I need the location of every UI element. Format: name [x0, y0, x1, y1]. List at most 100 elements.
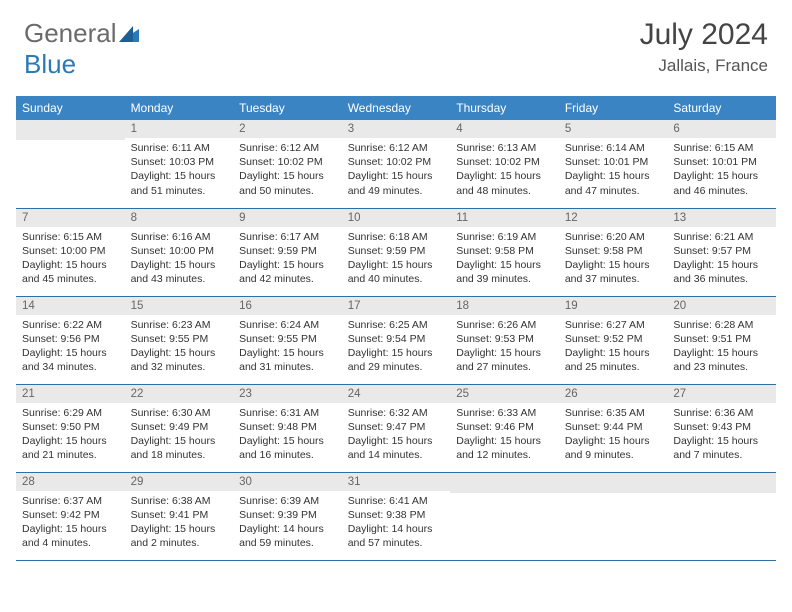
calendar-row: 14Sunrise: 6:22 AMSunset: 9:56 PMDayligh… — [16, 296, 776, 384]
day-number: 6 — [667, 120, 776, 138]
day-number: 11 — [450, 209, 559, 227]
day-number: 13 — [667, 209, 776, 227]
calendar-cell: 5Sunrise: 6:14 AMSunset: 10:01 PMDayligh… — [559, 120, 668, 208]
calendar-cell: 8Sunrise: 6:16 AMSunset: 10:00 PMDayligh… — [125, 208, 234, 296]
day-info: Sunrise: 6:39 AMSunset: 9:39 PMDaylight:… — [233, 491, 342, 555]
day-number: 27 — [667, 385, 776, 403]
calendar-cell: 21Sunrise: 6:29 AMSunset: 9:50 PMDayligh… — [16, 384, 125, 472]
day-number: 28 — [16, 473, 125, 491]
calendar-table: SundayMondayTuesdayWednesdayThursdayFrid… — [16, 96, 776, 561]
weekday-header: Thursday — [450, 96, 559, 120]
calendar-row: 21Sunrise: 6:29 AMSunset: 9:50 PMDayligh… — [16, 384, 776, 472]
calendar-cell: 14Sunrise: 6:22 AMSunset: 9:56 PMDayligh… — [16, 296, 125, 384]
calendar-cell: 29Sunrise: 6:38 AMSunset: 9:41 PMDayligh… — [125, 472, 234, 560]
calendar-cell: 4Sunrise: 6:13 AMSunset: 10:02 PMDayligh… — [450, 120, 559, 208]
calendar-cell: 24Sunrise: 6:32 AMSunset: 9:47 PMDayligh… — [342, 384, 451, 472]
calendar-cell: 17Sunrise: 6:25 AMSunset: 9:54 PMDayligh… — [342, 296, 451, 384]
day-number: 20 — [667, 297, 776, 315]
day-number: 29 — [125, 473, 234, 491]
weekday-header: Monday — [125, 96, 234, 120]
calendar-row: 28Sunrise: 6:37 AMSunset: 9:42 PMDayligh… — [16, 472, 776, 560]
day-info: Sunrise: 6:23 AMSunset: 9:55 PMDaylight:… — [125, 315, 234, 379]
day-info: Sunrise: 6:13 AMSunset: 10:02 PMDaylight… — [450, 138, 559, 202]
day-number: 16 — [233, 297, 342, 315]
day-number: 4 — [450, 120, 559, 138]
weekday-header: Sunday — [16, 96, 125, 120]
day-number: 14 — [16, 297, 125, 315]
day-number-blank — [559, 473, 668, 493]
day-number: 19 — [559, 297, 668, 315]
weekday-header: Tuesday — [233, 96, 342, 120]
day-number-blank — [450, 473, 559, 493]
calendar-cell — [667, 472, 776, 560]
day-number: 3 — [342, 120, 451, 138]
weekday-header: Wednesday — [342, 96, 451, 120]
day-info: Sunrise: 6:11 AMSunset: 10:03 PMDaylight… — [125, 138, 234, 202]
day-number: 21 — [16, 385, 125, 403]
day-number-blank — [16, 120, 125, 140]
calendar-cell: 6Sunrise: 6:15 AMSunset: 10:01 PMDayligh… — [667, 120, 776, 208]
day-info: Sunrise: 6:26 AMSunset: 9:53 PMDaylight:… — [450, 315, 559, 379]
calendar-cell: 23Sunrise: 6:31 AMSunset: 9:48 PMDayligh… — [233, 384, 342, 472]
day-info: Sunrise: 6:28 AMSunset: 9:51 PMDaylight:… — [667, 315, 776, 379]
day-number: 24 — [342, 385, 451, 403]
day-number: 12 — [559, 209, 668, 227]
day-info: Sunrise: 6:36 AMSunset: 9:43 PMDaylight:… — [667, 403, 776, 467]
day-number: 17 — [342, 297, 451, 315]
calendar-head: SundayMondayTuesdayWednesdayThursdayFrid… — [16, 96, 776, 120]
calendar-cell — [16, 120, 125, 208]
day-info: Sunrise: 6:14 AMSunset: 10:01 PMDaylight… — [559, 138, 668, 202]
day-number: 23 — [233, 385, 342, 403]
day-info: Sunrise: 6:29 AMSunset: 9:50 PMDaylight:… — [16, 403, 125, 467]
day-number: 10 — [342, 209, 451, 227]
day-info: Sunrise: 6:27 AMSunset: 9:52 PMDaylight:… — [559, 315, 668, 379]
calendar-cell: 10Sunrise: 6:18 AMSunset: 9:59 PMDayligh… — [342, 208, 451, 296]
day-number: 9 — [233, 209, 342, 227]
day-info: Sunrise: 6:15 AMSunset: 10:00 PMDaylight… — [16, 227, 125, 291]
day-number: 30 — [233, 473, 342, 491]
day-info: Sunrise: 6:32 AMSunset: 9:47 PMDaylight:… — [342, 403, 451, 467]
day-info: Sunrise: 6:41 AMSunset: 9:38 PMDaylight:… — [342, 491, 451, 555]
day-info: Sunrise: 6:22 AMSunset: 9:56 PMDaylight:… — [16, 315, 125, 379]
day-info: Sunrise: 6:33 AMSunset: 9:46 PMDaylight:… — [450, 403, 559, 467]
calendar-cell: 19Sunrise: 6:27 AMSunset: 9:52 PMDayligh… — [559, 296, 668, 384]
day-info: Sunrise: 6:31 AMSunset: 9:48 PMDaylight:… — [233, 403, 342, 467]
calendar-cell: 12Sunrise: 6:20 AMSunset: 9:58 PMDayligh… — [559, 208, 668, 296]
location: Jallais, France — [640, 56, 768, 76]
day-number: 31 — [342, 473, 451, 491]
day-number: 15 — [125, 297, 234, 315]
header: General Blue July 2024 Jallais, France — [0, 0, 792, 88]
logo: General Blue — [24, 18, 139, 80]
logo-mark-icon — [119, 26, 139, 47]
day-number: 26 — [559, 385, 668, 403]
calendar-cell: 13Sunrise: 6:21 AMSunset: 9:57 PMDayligh… — [667, 208, 776, 296]
day-info: Sunrise: 6:16 AMSunset: 10:00 PMDaylight… — [125, 227, 234, 291]
calendar-cell: 22Sunrise: 6:30 AMSunset: 9:49 PMDayligh… — [125, 384, 234, 472]
day-info: Sunrise: 6:15 AMSunset: 10:01 PMDaylight… — [667, 138, 776, 202]
calendar-cell: 7Sunrise: 6:15 AMSunset: 10:00 PMDayligh… — [16, 208, 125, 296]
calendar-cell: 9Sunrise: 6:17 AMSunset: 9:59 PMDaylight… — [233, 208, 342, 296]
logo-text-blue: Blue — [24, 49, 76, 79]
day-info: Sunrise: 6:37 AMSunset: 9:42 PMDaylight:… — [16, 491, 125, 555]
calendar-cell: 30Sunrise: 6:39 AMSunset: 9:39 PMDayligh… — [233, 472, 342, 560]
day-number: 1 — [125, 120, 234, 138]
logo-text: General Blue — [24, 18, 139, 80]
day-info: Sunrise: 6:24 AMSunset: 9:55 PMDaylight:… — [233, 315, 342, 379]
day-info: Sunrise: 6:20 AMSunset: 9:58 PMDaylight:… — [559, 227, 668, 291]
logo-text-general: General — [24, 18, 117, 48]
calendar-cell: 27Sunrise: 6:36 AMSunset: 9:43 PMDayligh… — [667, 384, 776, 472]
calendar-cell: 31Sunrise: 6:41 AMSunset: 9:38 PMDayligh… — [342, 472, 451, 560]
day-number: 7 — [16, 209, 125, 227]
day-number: 18 — [450, 297, 559, 315]
calendar-cell — [450, 472, 559, 560]
day-number: 8 — [125, 209, 234, 227]
day-info: Sunrise: 6:18 AMSunset: 9:59 PMDaylight:… — [342, 227, 451, 291]
day-number: 2 — [233, 120, 342, 138]
day-info: Sunrise: 6:21 AMSunset: 9:57 PMDaylight:… — [667, 227, 776, 291]
month-title: July 2024 — [640, 18, 768, 52]
calendar-cell: 1Sunrise: 6:11 AMSunset: 10:03 PMDayligh… — [125, 120, 234, 208]
day-info: Sunrise: 6:30 AMSunset: 9:49 PMDaylight:… — [125, 403, 234, 467]
day-number: 22 — [125, 385, 234, 403]
calendar-cell: 16Sunrise: 6:24 AMSunset: 9:55 PMDayligh… — [233, 296, 342, 384]
calendar-cell: 3Sunrise: 6:12 AMSunset: 10:02 PMDayligh… — [342, 120, 451, 208]
